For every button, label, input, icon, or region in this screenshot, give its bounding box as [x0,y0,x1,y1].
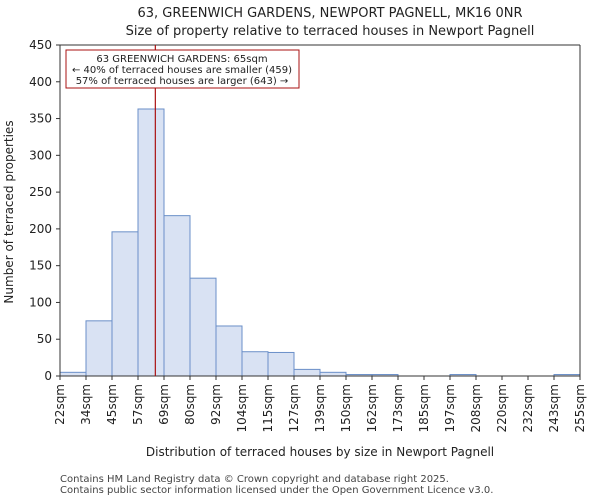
x-tick-label: 162sqm [365,384,379,432]
annotation-border [65,49,300,89]
footer-line-1: Contains HM Land Registry data © Crown c… [60,474,449,485]
y-tick-label: 400 [29,75,52,89]
histogram-bar [111,231,139,377]
x-tick-label: 127sqm [287,384,301,432]
annotation-line-3: 57% of terraced houses are larger (643) … [76,76,289,87]
histogram-bar [319,371,347,377]
y-tick-label: 100 [29,295,52,309]
x-tick-label: 57sqm [131,384,145,425]
x-tick-label: 92sqm [209,384,223,425]
x-tick-label: 150sqm [339,384,353,432]
histogram-bar [267,351,295,377]
annotation-line-2: ← 40% of terraced houses are smaller (45… [72,65,292,76]
x-tick-label: 115sqm [261,384,275,432]
y-tick-label: 200 [29,222,52,236]
histogram-bar [241,351,269,377]
y-tick-label: 250 [29,185,52,199]
x-tick-label: 139sqm [313,384,327,432]
y-tick-label: 300 [29,148,52,162]
histogram-bar [137,108,165,377]
x-tick-label: 22sqm [53,384,67,425]
y-axis: 0 50 100 150 200 250 300 350 400 450 [29,38,60,383]
histogram-bar [293,368,321,377]
chart-title: 63, GREENWICH GARDENS, NEWPORT PAGNELL, … [137,6,522,21]
x-tick-label: 34sqm [79,384,93,425]
x-tick-label: 220sqm [495,384,509,432]
histogram-bar [215,325,243,377]
x-axis-label: Distribution of terraced houses by size … [146,445,494,459]
y-tick-label: 150 [29,259,52,273]
y-tick-label: 50 [37,332,52,346]
x-tick-label: 232sqm [521,384,535,432]
x-tick-label: 208sqm [469,384,483,432]
x-tick-label: 45sqm [105,384,119,425]
x-tick-label: 197sqm [443,384,457,432]
y-axis-label: Number of terraced properties [2,120,16,303]
histogram-bar [189,277,217,377]
annotation-line-1: 63 GREENWICH GARDENS: 65sqm [96,54,267,65]
x-tick-label: 243sqm [547,384,561,432]
x-tick-label: 185sqm [417,384,431,432]
footer-line-2: Contains public sector information licen… [60,485,493,496]
y-tick-label: 350 [29,112,52,126]
y-tick-label: 0 [44,369,52,383]
x-tick-label: 173sqm [391,384,405,432]
histogram-bar [163,215,191,377]
histogram-bar [59,371,87,377]
annotation-box: 63 GREENWICH GARDENS: 65sqm ← 40% of ter… [65,49,300,89]
x-tick-label: 69sqm [157,384,171,425]
histogram-bar [85,320,113,377]
chart-subtitle: Size of property relative to terraced ho… [126,24,535,39]
y-tick-label: 450 [29,38,52,52]
x-tick-label: 255sqm [573,384,587,432]
x-tick-label: 104sqm [235,384,249,432]
bars [59,108,581,377]
x-axis: 22sqm 34sqm 45sqm 57sqm 69sqm 80sqm 92sqm 104sq… [53,376,587,432]
x-tick-label: 80sqm [183,384,197,425]
